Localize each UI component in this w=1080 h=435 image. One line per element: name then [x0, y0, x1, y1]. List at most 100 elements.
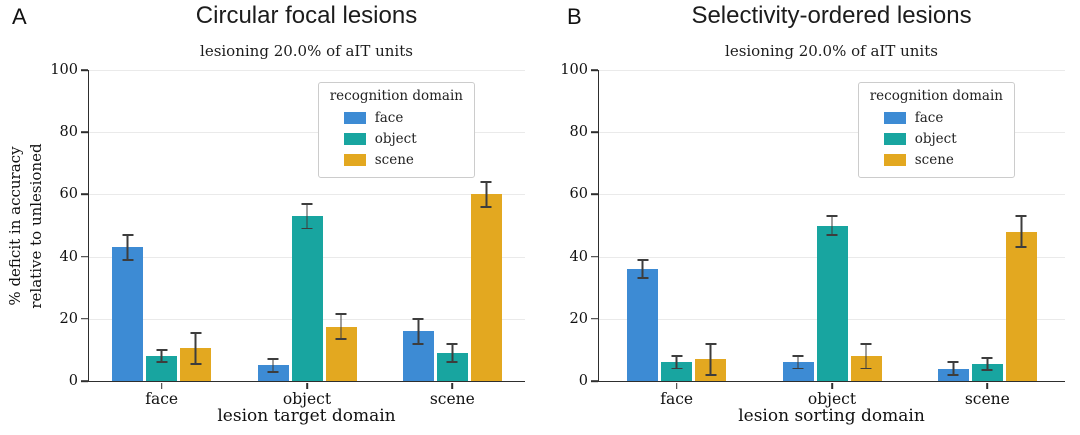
y-tick-60	[591, 193, 598, 196]
chart-title: Circular focal lesions	[195, 2, 418, 29]
y-tick-label-80: 80	[569, 124, 588, 141]
bar-scene-recognition-scene-lesion	[470, 194, 502, 381]
errorbar-face-face	[637, 258, 649, 280]
panel-circular-focal-lesions: A Circular focal lesions lesioning 20.0%…	[6, 2, 525, 426]
panel-label-a: A	[12, 4, 27, 29]
errorbar-object-object	[301, 202, 313, 230]
legend-entries: face object scene	[870, 107, 1003, 170]
y-tick-label-100: 100	[560, 62, 588, 78]
legend-entry-scene: scene	[330, 149, 463, 170]
errorbar-scene-scene	[480, 181, 492, 208]
x-axis-label: lesion target domain	[217, 406, 396, 426]
y-tick-100	[81, 69, 88, 71]
gridline-80	[599, 132, 1065, 134]
legend-label-face: face	[374, 109, 404, 126]
legend-label-object: object	[374, 130, 417, 147]
x-tick-label-object: object	[807, 390, 857, 408]
y-tick-20	[81, 318, 88, 320]
legend-entry-scene: scene	[870, 149, 1003, 170]
bar-face-recognition-face-lesion	[112, 247, 144, 381]
legend-entry-object: object	[870, 128, 1003, 149]
y-tick-80	[81, 131, 88, 133]
x-tick-label-face: face	[145, 390, 179, 408]
errorbar-object-scene	[981, 356, 993, 371]
y-tick-label-100: 100	[50, 62, 78, 78]
y-tick-100	[591, 69, 598, 71]
x-tick-face	[675, 383, 678, 389]
bar-object-recognition-object-lesion	[816, 225, 848, 381]
legend: recognition domain face object scene	[857, 82, 1015, 178]
chart-subtitle: lesioning 20.0% of aIT units	[200, 42, 413, 60]
errorbar-scene-face	[190, 331, 202, 365]
legend-entries: face object scene	[330, 107, 463, 170]
face-swatch	[343, 111, 366, 124]
x-tick-object	[831, 383, 833, 389]
x-tick-face	[160, 383, 163, 389]
y-tick-40	[591, 255, 598, 258]
gridline-60	[89, 194, 525, 196]
y-axis-label: % deficit in accuracy relative to unlesi…	[6, 143, 45, 309]
y-tick-label-80: 80	[59, 124, 78, 141]
y-tick-0	[591, 380, 598, 382]
x-tick-scene	[451, 383, 454, 389]
panel-label-b: B	[567, 4, 582, 29]
panel-selectivity-ordered-lesions: B Selectivity-ordered lesions lesioning …	[540, 0, 1080, 435]
chart-subtitle: lesioning 20.0% of aIT units	[725, 42, 938, 60]
x-tick-label-scene: scene	[429, 390, 475, 408]
errorbar-face-scene	[412, 317, 424, 345]
legend-label-scene: scene	[914, 151, 954, 168]
errorbar-object-scene	[446, 342, 458, 364]
y-tick-label-20: 20	[59, 310, 78, 327]
errorbar-face-object	[792, 355, 804, 370]
errorbar-object-face	[156, 349, 168, 364]
gridline-100	[89, 70, 525, 71]
errorbar-face-face	[122, 233, 134, 261]
legend-entry-object: object	[330, 128, 463, 149]
bar-face-recognition-face-lesion	[627, 269, 659, 381]
y-tick-label-0: 0	[68, 373, 78, 389]
legend-entry-face: face	[330, 107, 463, 128]
face-swatch	[883, 111, 906, 124]
legend-title: recognition domain	[869, 88, 1003, 104]
x-tick-label-scene: scene	[964, 390, 1010, 408]
y-tick-0	[81, 380, 88, 382]
x-tick-label-face: face	[660, 390, 694, 408]
errorbar-object-face	[671, 355, 683, 370]
gridline-100	[599, 70, 1065, 71]
errorbar-scene-face	[705, 342, 717, 376]
plot-area: recognition domain face object scene 0 20 40…	[560, 62, 1065, 408]
bar-face-recognition-object-lesion	[782, 362, 814, 381]
bar-scene-recognition-scene-lesion	[1005, 231, 1037, 381]
errorbar-scene-object	[860, 342, 872, 370]
y-tick-60	[81, 193, 88, 196]
scene-swatch	[883, 153, 906, 166]
y-tick-80	[591, 131, 598, 133]
x-tick-scene	[986, 383, 989, 389]
gridline-60	[599, 194, 1065, 196]
errorbar-face-object	[267, 358, 279, 373]
legend-label-object: object	[914, 130, 957, 147]
errorbar-scene-object	[335, 313, 347, 340]
chart-title: Selectivity-ordered lesions	[691, 2, 972, 29]
y-tick-label-60: 60	[59, 186, 78, 203]
gridline-80	[89, 132, 525, 134]
legend-entry-face: face	[870, 107, 1003, 128]
legend: recognition domain face object scene	[317, 82, 475, 178]
bar-object-recognition-scene-lesion	[971, 363, 1003, 381]
bar-object-recognition-face-lesion	[661, 362, 693, 381]
x-tick-label-object: object	[282, 390, 332, 408]
bar-face-recognition-object-lesion	[257, 365, 289, 381]
bar-object-recognition-object-lesion	[291, 216, 323, 381]
scene-swatch	[343, 153, 366, 166]
y-tick-20	[591, 318, 598, 320]
y-tick-label-40: 40	[569, 248, 588, 265]
x-tick-object	[306, 383, 308, 389]
x-axis-label: lesion sorting domain	[738, 406, 925, 426]
errorbar-face-scene	[947, 361, 959, 376]
legend-title: recognition domain	[329, 88, 463, 104]
y-tick-label-20: 20	[569, 310, 588, 327]
errorbar-scene-scene	[1015, 215, 1027, 249]
errorbar-object-object	[826, 215, 838, 236]
y-tick-label-60: 60	[569, 186, 588, 203]
